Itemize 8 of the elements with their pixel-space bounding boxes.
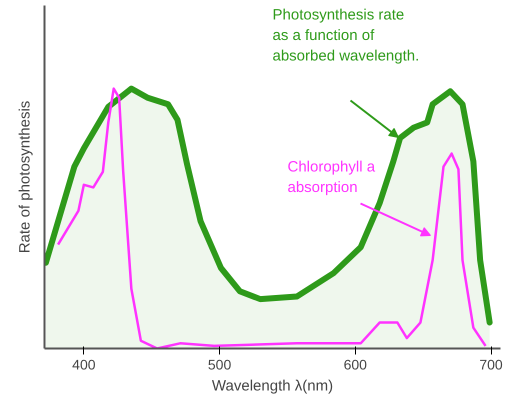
x-tick-label: 400 (72, 356, 96, 372)
text: Photosynthesis rate as a function of absorbed wavelength. (272, 6, 420, 64)
x-tick-label: 500 (208, 356, 232, 372)
annotation: Chlorophyll a absorption (288, 158, 376, 196)
x-axis-title: Wavelength λ(nm) (212, 378, 334, 394)
y-axis-title: Rate of photosynthesis (16, 100, 34, 254)
x-tick-label: 700 (479, 356, 503, 372)
x-tick-label: 600 (344, 356, 368, 372)
